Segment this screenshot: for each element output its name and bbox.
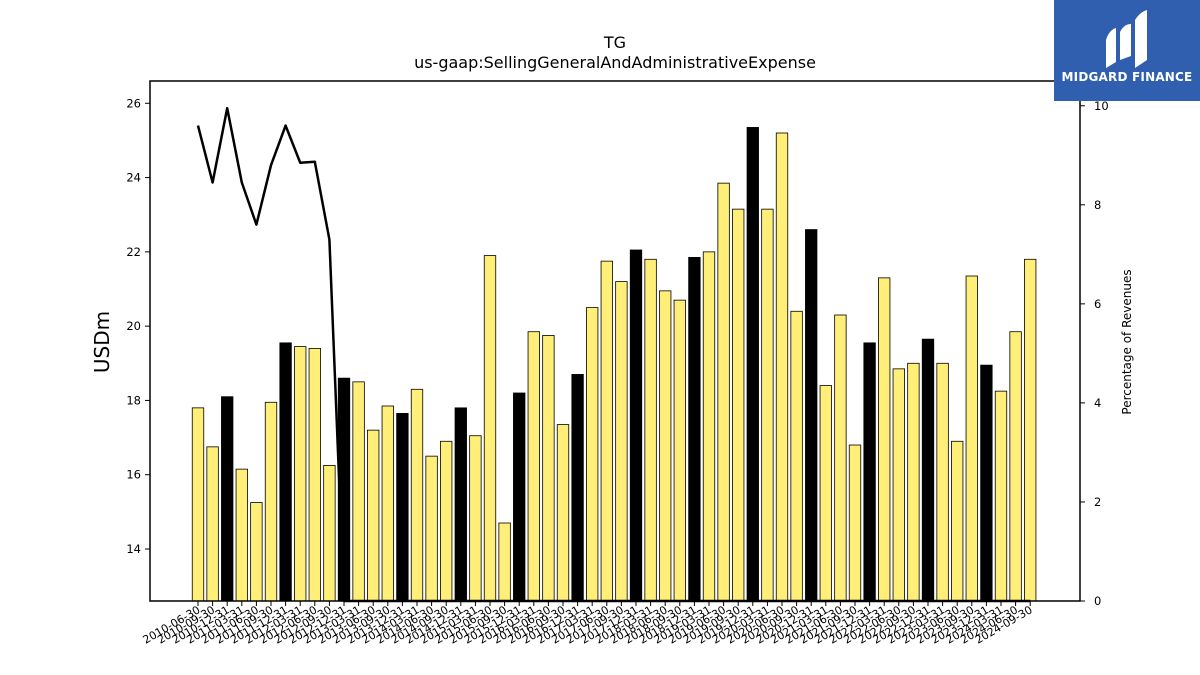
bar-2021-09-30 [848,444,862,602]
bar-2018-03-31 [644,258,657,602]
bar-2023-03-31 [936,362,949,602]
bar-2024-06-30 [1009,331,1022,602]
y-tick-label: 18 [126,393,141,407]
y-axis-ticks: 14 16 18 20 22 24 26 [126,96,150,556]
bar-2023-09-30 [965,275,978,602]
y2-axis-label: Percentage of Revenues [1120,269,1134,414]
bar-2014-09-30 [440,440,453,602]
bars [191,127,1037,602]
bar-2010-09-30 [206,446,219,602]
bar-2016-09-30 [556,424,570,602]
y-tick-label: 24 [126,171,141,185]
bar-2013-12-31 [396,413,409,602]
bar-2017-12-31 [629,249,643,602]
bar-2015-06-30 [483,255,497,602]
y2-tick-label: 6 [1094,297,1101,311]
bar-2023-06-30 [951,440,964,602]
chart-title: TG [603,33,626,52]
bar-2019-09-30 [732,208,745,602]
bar-2010-12-31 [221,396,234,602]
y2-axis-ticks: 0 2 4 6 8 10 [1080,99,1109,608]
percentage-line [196,106,1031,603]
bar-2014-06-30 [425,455,438,602]
y2-tick-label: 10 [1094,99,1109,113]
bar-2019-12-31 [746,127,759,602]
bar-2017-09-30 [615,281,628,602]
bar-2011-03-31 [235,468,248,602]
y-tick-label: 16 [126,468,141,482]
bar-2022-09-30 [907,362,920,602]
bar-2012-09-30 [323,465,336,602]
bar-2020-03-31 [761,208,774,602]
bar-2015-09-30 [498,522,511,602]
bar-2016-12-31 [571,374,584,602]
y2-tick-label: 0 [1094,594,1101,608]
y-tick-label: 22 [126,245,141,259]
logo-text: MIDGARD FINANCE [1061,70,1193,84]
bar-2014-12-31 [454,407,467,602]
bar-2010-06-30 [191,407,205,602]
bar-2022-03-31 [878,277,891,602]
bar-2023-12-31 [980,364,993,602]
bar-2021-12-31 [863,342,876,602]
y-tick-label: 26 [126,96,141,110]
bar-2018-12-31 [688,257,701,602]
bar-2019-03-31 [702,251,716,602]
bar-2018-09-30 [673,299,686,602]
y2-tick-label: 8 [1094,198,1101,212]
bar-2019-06-30 [717,182,730,602]
x-axis-ticks: 2010-06-302010-09-302010-12-312011-03-31… [141,601,1035,647]
y2-tick-label: 4 [1094,396,1101,410]
bar-2012-03-31 [294,346,307,602]
bar-2013-09-30 [381,405,394,602]
bar-2016-03-31 [527,331,540,602]
bar-2024-09-30 [1024,258,1037,602]
bar-2020-12-31 [805,229,818,602]
bar-2020-09-30 [790,310,803,602]
bar-2017-06-30 [600,260,613,602]
logo-mark-icon [1106,10,1147,68]
bar-2021-06-30 [834,314,847,602]
bar-2011-06-30 [250,502,263,602]
bar-2011-12-31 [279,342,292,602]
bar-2013-06-30 [367,429,380,602]
y-tick-label: 20 [126,319,141,333]
bar-2015-12-31 [513,392,526,602]
chart-subtitle: us-gaap:SellingGeneralAndAdministrativeE… [414,53,816,72]
bar-2021-03-31 [819,385,832,602]
bar-2016-06-30 [542,335,555,602]
bar-2022-12-31 [921,338,935,602]
percentage-line-path [196,106,1031,603]
bar-2024-03-31 [994,390,1008,602]
bar-2022-06-30 [892,368,905,602]
bar-2012-06-30 [308,348,321,602]
plot-frame [149,80,1081,602]
y-tick-label: 14 [126,542,141,556]
logo: MIDGARD FINANCE [1054,0,1200,101]
y2-tick-label: 2 [1094,495,1101,509]
bar-2011-09-30 [264,401,278,602]
bar-2020-06-30 [775,132,789,602]
bar-2014-03-31 [410,388,424,602]
bar-2015-03-31 [469,435,482,602]
bar-2013-03-31 [352,381,365,602]
bar-2017-03-31 [586,307,599,602]
y-axis-label: USDm [90,311,114,373]
bar-2018-06-30 [659,290,672,602]
